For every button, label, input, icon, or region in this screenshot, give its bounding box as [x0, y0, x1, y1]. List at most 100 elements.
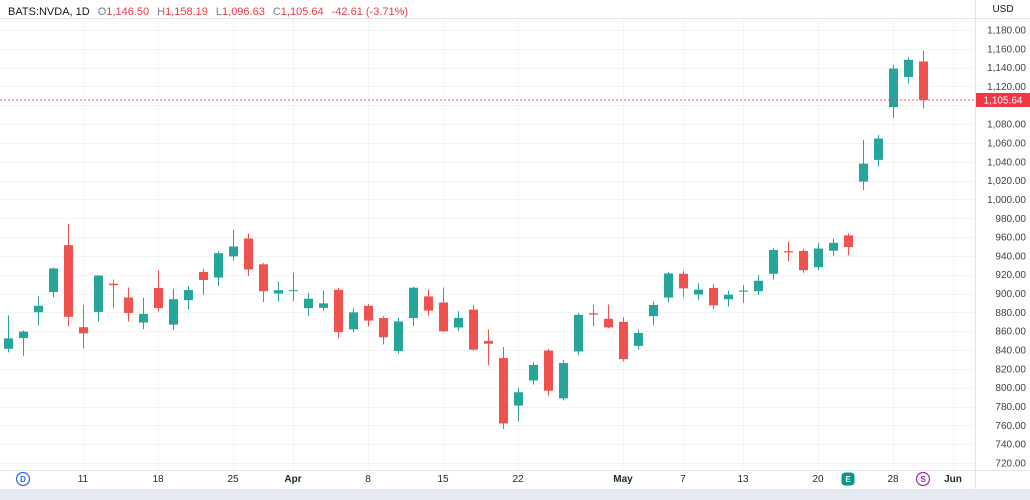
time-axis-label: 13 [737, 474, 749, 485]
candle-body [589, 313, 598, 315]
candle [64, 223, 73, 327]
time-axis[interactable] [0, 470, 975, 489]
split-marker-icon[interactable]: S [915, 471, 931, 487]
candle [679, 270, 688, 298]
symbol-title[interactable]: BATS:NVDA, 1D [8, 6, 90, 18]
candle [184, 286, 193, 310]
currency-label[interactable]: USD [992, 3, 1014, 15]
price-tick-label: 780.00 [995, 402, 1026, 413]
candle [454, 311, 463, 331]
candle [919, 50, 928, 109]
price-axis[interactable] [975, 0, 1030, 470]
candle-body [844, 235, 853, 247]
candle-body [604, 318, 613, 328]
price-tick-label: 1,080.00 [987, 120, 1026, 131]
candle-body [919, 61, 928, 100]
candle-body [334, 289, 343, 333]
candle [874, 135, 883, 167]
candle-body [154, 287, 163, 309]
time-axis-label: 20 [812, 474, 824, 485]
candle-body [274, 290, 283, 294]
candle-body [709, 287, 718, 306]
price-tick-label: 760.00 [995, 421, 1026, 432]
candle [829, 238, 838, 256]
candle [814, 242, 823, 271]
price-tick-label: 1,020.00 [987, 176, 1026, 187]
candle [139, 297, 148, 330]
candle [169, 288, 178, 330]
price-tick-label: 840.00 [995, 346, 1026, 357]
candle [229, 229, 238, 261]
candle-body [199, 271, 208, 281]
candle-body [379, 318, 388, 338]
low-value: 1,096.63 [222, 6, 265, 18]
candle [274, 281, 283, 302]
candle-body [454, 317, 463, 328]
earnings-marker-icon[interactable]: E [841, 472, 855, 486]
candle [559, 359, 568, 401]
candle [304, 293, 313, 316]
bottom-scrollbar[interactable] [0, 489, 1030, 500]
candle [889, 64, 898, 118]
candle-body [94, 275, 103, 312]
candle-body [124, 297, 133, 313]
close-value: 1,105.64 [280, 6, 324, 18]
price-tick-label: 860.00 [995, 327, 1026, 338]
candle [784, 241, 793, 262]
change-value: -42.61 (-3.71%) [331, 6, 409, 18]
candle [769, 248, 778, 280]
candle-body [4, 338, 13, 349]
candle-body [409, 287, 418, 319]
candle [439, 287, 448, 333]
candle [529, 362, 538, 385]
candle [79, 304, 88, 349]
earnings-marker-shape [841, 472, 855, 486]
candle-body [694, 289, 703, 295]
candle [34, 296, 43, 326]
candle-body [49, 268, 58, 293]
candle-body [19, 331, 28, 339]
candle-body [229, 246, 238, 257]
chart-pane[interactable] [0, 18, 975, 470]
candle-body [64, 245, 73, 317]
candle [319, 290, 328, 311]
candle-body [724, 294, 733, 300]
candle [844, 233, 853, 256]
candle [589, 304, 598, 327]
candle-body [889, 68, 898, 108]
price-tick-label: 1,160.00 [987, 44, 1026, 55]
price-tick-label: 920.00 [995, 270, 1026, 281]
price-tick-label: 1,140.00 [987, 63, 1026, 74]
dividend-marker-icon[interactable]: D [15, 471, 31, 487]
time-axis-label: 7 [680, 474, 686, 485]
low-label: L [215, 6, 223, 18]
candle-body [799, 250, 808, 271]
candle [289, 272, 298, 302]
candle-body [214, 253, 223, 278]
price-tick-label: 800.00 [995, 383, 1026, 394]
candle-body [169, 299, 178, 325]
candle-body [544, 350, 553, 391]
candle [904, 57, 913, 84]
candle-body [904, 59, 913, 78]
time-axis-label: Jun [944, 474, 962, 485]
candle-body [319, 303, 328, 308]
candle [394, 317, 403, 354]
candle [49, 267, 58, 298]
dividend-marker-shape [15, 471, 31, 487]
candle [754, 275, 763, 295]
price-tick-label: 940.00 [995, 251, 1026, 262]
candle [694, 283, 703, 301]
price-tick-label: 1,060.00 [987, 138, 1026, 149]
candle-body [109, 283, 118, 286]
candle-body [739, 290, 748, 292]
candle-body [784, 251, 793, 253]
candle [634, 329, 643, 350]
candle [4, 315, 13, 353]
candle-body [469, 309, 478, 350]
open-value: 1,146.50 [106, 6, 150, 18]
candle [709, 284, 718, 310]
candle-body [439, 302, 448, 332]
candle-body [244, 238, 253, 270]
